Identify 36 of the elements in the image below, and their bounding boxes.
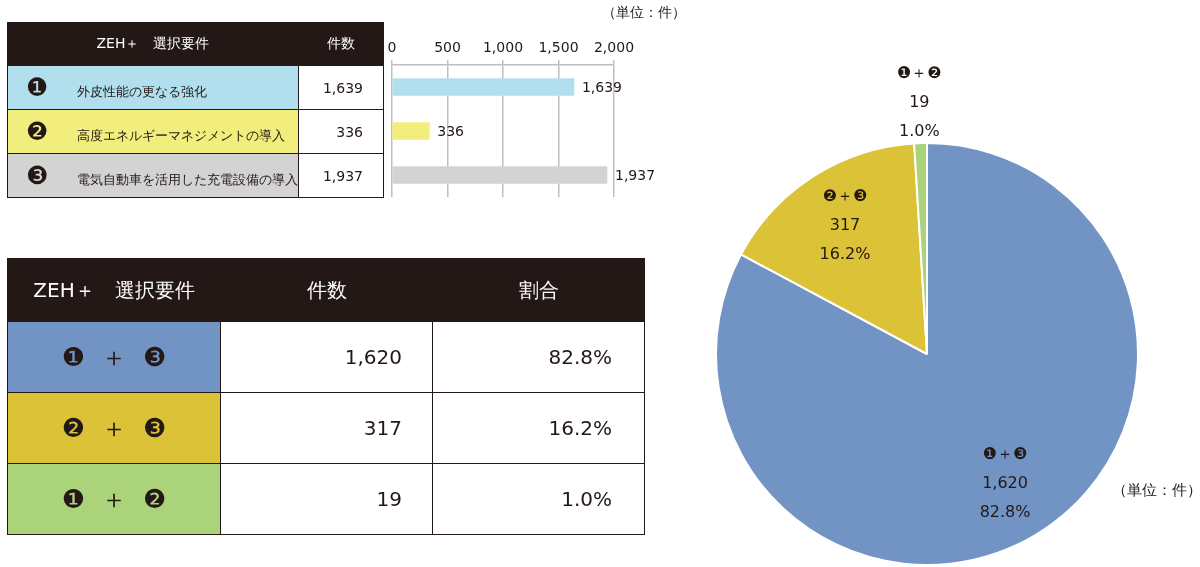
- text: （単位：件）: [1112, 481, 1200, 500]
- text: 336: [437, 122, 465, 139]
- text: 317 16.2%: [363, 416, 612, 440]
- data-label: 336: [336, 123, 363, 140]
- category-label: ❶＋❸: [61, 341, 183, 372]
- category-label: ❷＋❸: [61, 412, 183, 443]
- y-tick-label: ❶ 外皮性能の更なる強化: [26, 73, 207, 102]
- slice-label: ❶＋❷: [897, 63, 942, 83]
- data-label: 19 1.0%: [899, 92, 940, 141]
- text: 件数: [306, 276, 347, 304]
- y-tick-label: ❸ 電気自動車を活用した充電設備の導入: [26, 161, 298, 190]
- x-tick-label: 500: [434, 39, 461, 56]
- category-label: ❶＋❷: [61, 483, 183, 514]
- text: ZEH＋ 選択要件: [33, 276, 195, 304]
- x-tick-label: 0: [387, 39, 397, 56]
- bar: [392, 122, 430, 140]
- bar: [392, 166, 608, 184]
- data-label: 1,639: [322, 79, 363, 96]
- y-axis-title: ZEH＋ 選択要件: [96, 35, 210, 53]
- data-label: 317 16.2%: [819, 215, 871, 264]
- x-tick-label: 2,000: [593, 39, 635, 56]
- bar: [392, 78, 575, 96]
- text: 1,620 82.8%: [979, 473, 1031, 522]
- data-label: 1,937: [322, 167, 363, 184]
- text: 1,937: [615, 166, 656, 183]
- data-label: 1,620 82.8%: [344, 345, 612, 369]
- x-tick-label: 1,000: [482, 39, 524, 56]
- x-axis-title: 件数: [327, 35, 355, 53]
- slice-label: ❶＋❸: [982, 444, 1028, 464]
- text: （単位：件）: [602, 4, 686, 22]
- text: 1,639: [581, 78, 623, 95]
- text: 19 1.0%: [376, 487, 612, 511]
- slice-label: ❷＋❸: [822, 186, 868, 206]
- x-tick-label: 1,500: [538, 39, 579, 56]
- text: 割合: [518, 276, 559, 304]
- y-tick-label: ❷ 高度エネルギーマネジメントの導入: [26, 117, 285, 146]
